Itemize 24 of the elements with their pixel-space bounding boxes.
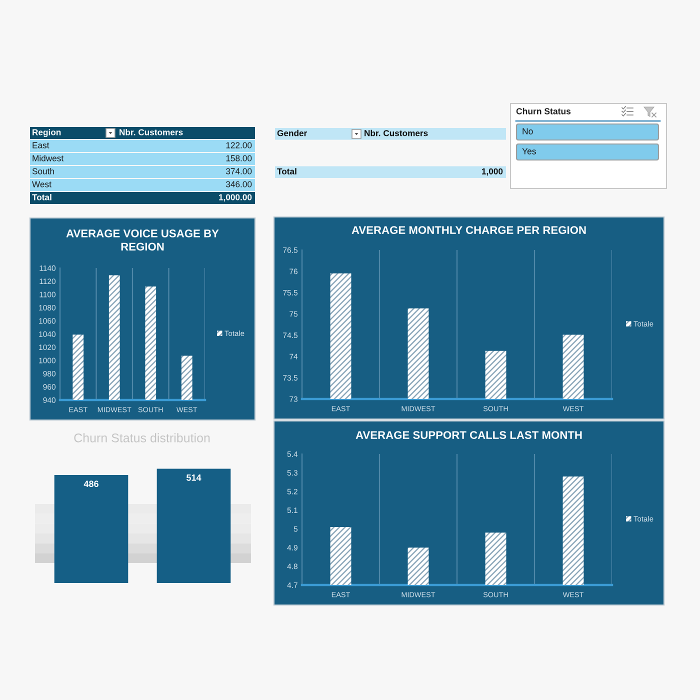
text: Midwest [32,154,64,162]
data-label: 514 [186,474,202,481]
text: 374.00 [226,168,252,174]
text: Total [32,194,52,200]
text: Nbr. Customers [120,128,183,136]
text: West [32,181,52,188]
text: 346.00 [226,181,252,188]
chart-title: AVERAGE MONTHLY CHARGE PER REGION [352,226,586,234]
data-label: 486 [84,480,98,488]
text: 158.00 [226,155,252,162]
text: East [32,142,50,148]
chart-title: AVERAGE SUPPORT CALLS LAST MONTH [356,431,582,439]
text: 1,000.00 [219,194,252,202]
text: 122.00 [226,142,252,148]
text: Nbr. Customers [364,130,428,136]
chart-title: AVERAGE VOICE USAGE BY REGION [66,230,219,251]
text: Churn Status [516,108,571,114]
text: South [32,168,54,174]
text: 1,000 [482,168,503,176]
text: Gender [277,130,308,136]
category-label: No [522,128,533,134]
text: Region [32,128,61,138]
category-label: Yes [522,148,536,154]
text: Total [277,168,296,174]
